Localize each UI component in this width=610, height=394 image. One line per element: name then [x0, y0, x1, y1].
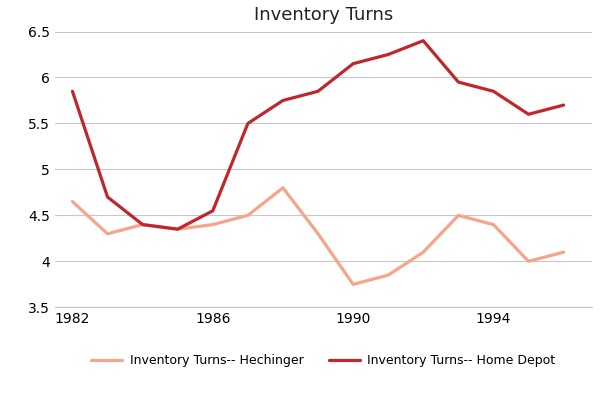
Inventory Turns-- Hechinger: [279, 186, 287, 190]
Inventory Turns-- Hechinger: [104, 231, 111, 236]
Inventory Turns-- Home Depot: [490, 89, 497, 94]
Inventory Turns-- Home Depot: [454, 80, 462, 84]
Inventory Turns-- Home Depot: [314, 89, 321, 94]
Inventory Turns-- Home Depot: [350, 61, 357, 66]
Inventory Turns-- Home Depot: [560, 103, 567, 108]
Title: Inventory Turns: Inventory Turns: [254, 6, 393, 24]
Inventory Turns-- Hechinger: [525, 259, 532, 264]
Inventory Turns-- Hechinger: [420, 250, 427, 255]
Inventory Turns-- Hechinger: [69, 199, 76, 204]
Inventory Turns-- Home Depot: [209, 208, 217, 213]
Inventory Turns-- Hechinger: [560, 250, 567, 255]
Inventory Turns-- Hechinger: [490, 222, 497, 227]
Inventory Turns-- Home Depot: [279, 98, 287, 103]
Inventory Turns-- Home Depot: [525, 112, 532, 117]
Line: Inventory Turns-- Home Depot: Inventory Turns-- Home Depot: [73, 41, 564, 229]
Inventory Turns-- Home Depot: [174, 227, 181, 232]
Line: Inventory Turns-- Hechinger: Inventory Turns-- Hechinger: [73, 188, 564, 284]
Inventory Turns-- Hechinger: [209, 222, 217, 227]
Inventory Turns-- Hechinger: [174, 227, 181, 232]
Inventory Turns-- Home Depot: [244, 121, 251, 126]
Legend: Inventory Turns-- Hechinger, Inventory Turns-- Home Depot: Inventory Turns-- Hechinger, Inventory T…: [86, 349, 561, 372]
Inventory Turns-- Hechinger: [384, 273, 392, 277]
Inventory Turns-- Home Depot: [104, 195, 111, 199]
Inventory Turns-- Home Depot: [384, 52, 392, 57]
Inventory Turns-- Hechinger: [314, 231, 321, 236]
Inventory Turns-- Home Depot: [139, 222, 146, 227]
Inventory Turns-- Hechinger: [350, 282, 357, 287]
Inventory Turns-- Home Depot: [420, 38, 427, 43]
Inventory Turns-- Hechinger: [139, 222, 146, 227]
Inventory Turns-- Home Depot: [69, 89, 76, 94]
Inventory Turns-- Hechinger: [244, 213, 251, 218]
Inventory Turns-- Hechinger: [454, 213, 462, 218]
